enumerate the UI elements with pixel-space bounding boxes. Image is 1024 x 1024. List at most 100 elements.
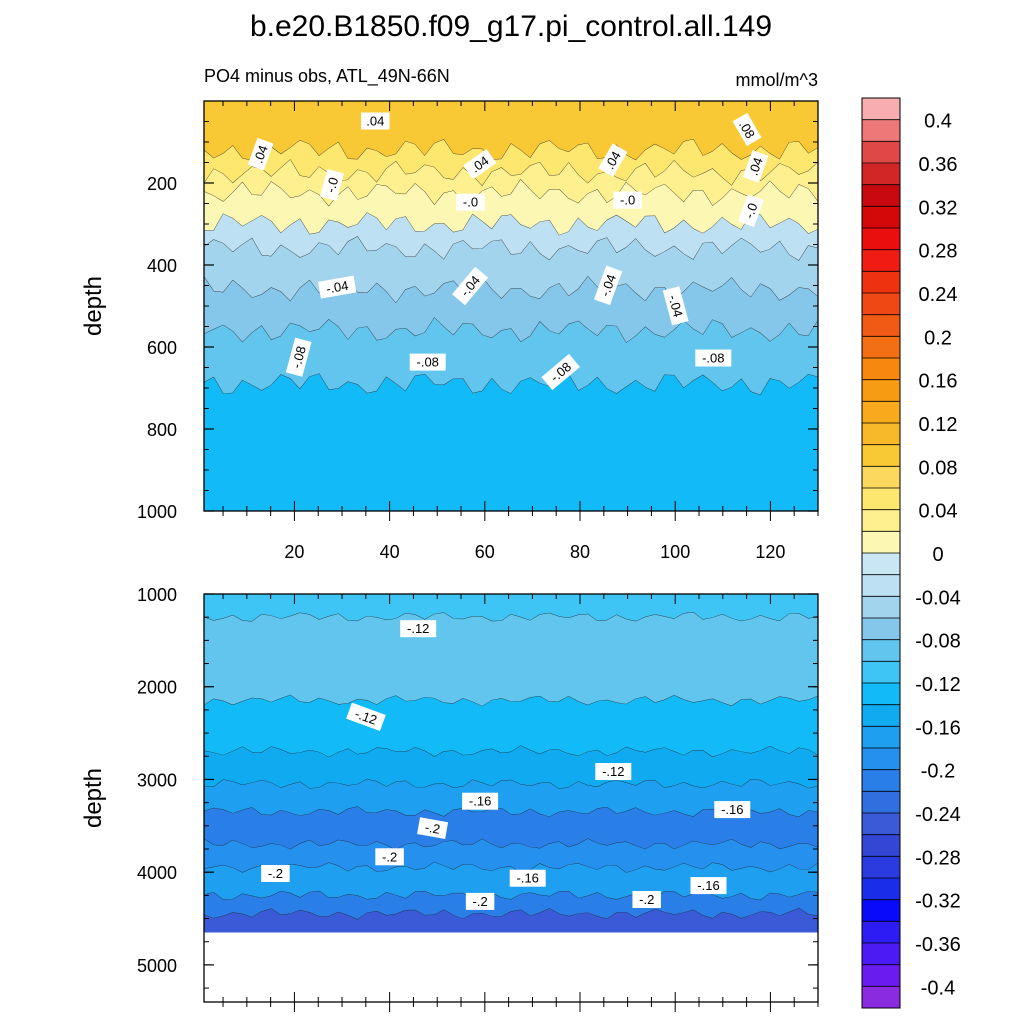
- contour-fill-group: .04 .04 .04 .04 .08 .04 -.0 -.0 -.0 -.0 -.04 -.04 -.…: [204, 101, 818, 511]
- contour-label: -.0: [738, 194, 764, 228]
- y-axis-label: depth: [80, 276, 107, 336]
- contour-band: [204, 179, 818, 236]
- colorbar-swatch: [862, 488, 900, 511]
- colorbar-swatch: [862, 423, 900, 446]
- colorbar-frame: [861, 97, 901, 1009]
- svg-text:-.0: -.0: [323, 176, 341, 195]
- colorbar-swatch: [862, 314, 900, 337]
- contour-label: .04: [742, 150, 769, 183]
- colorbar-swatch: [862, 574, 900, 597]
- y-tick-label: 200: [147, 174, 177, 194]
- contour-band: [204, 695, 818, 758]
- contour-band: [204, 745, 818, 789]
- colorbar-swatch: [862, 856, 900, 879]
- colorbar-swatch: [862, 553, 900, 576]
- colorbar-swatch: [862, 899, 900, 922]
- colorbar-tick-label: 0.04: [919, 501, 958, 523]
- y-tick-label: 5000: [137, 956, 177, 976]
- contour-band: [204, 159, 818, 207]
- svg-text:-.12: -.12: [353, 706, 379, 728]
- panel-bottom-contour: -.12 -.12 -.12 -.16 -.16 -.2 -.2 -.2 -.16 -.16 -.2…: [80, 585, 819, 1012]
- y-tick-label: 2000: [137, 678, 177, 698]
- colorbar-swatch: [862, 336, 900, 359]
- svg-text:-.08: -.08: [702, 351, 724, 366]
- contour-label: -.16: [462, 792, 499, 810]
- contour-band: [204, 908, 818, 933]
- colorbar-swatch: [862, 813, 900, 836]
- svg-text:-.12: -.12: [602, 764, 624, 779]
- svg-text:-.0: -.0: [620, 193, 635, 208]
- colorbar-swatch: [862, 878, 900, 901]
- colorbar-swatch: [862, 943, 900, 966]
- svg-text:-.16: -.16: [469, 794, 491, 809]
- contour-label: -.04: [593, 265, 623, 306]
- colorbar-swatch: [862, 964, 900, 987]
- colorbar-tick-label: 0.36: [919, 154, 958, 176]
- svg-text:-.12: -.12: [407, 621, 429, 636]
- colorbar-tick-label: -0.36: [915, 934, 961, 956]
- svg-text:-.0: -.0: [463, 195, 478, 210]
- contour-label: -.16: [690, 877, 727, 895]
- colorbar-tick-label: -0.08: [915, 631, 961, 653]
- y-tick-label: 3000: [137, 770, 177, 790]
- x-tick-label: 20: [284, 542, 304, 562]
- colorbar-swatch: [862, 618, 900, 641]
- x-tick-label: 80: [570, 542, 590, 562]
- y-tick-label: 1000: [137, 502, 177, 522]
- contour-label: -.16: [714, 801, 751, 819]
- svg-text:.04: .04: [745, 155, 765, 177]
- contour-label: .04: [247, 137, 274, 171]
- y-tick-label: 400: [147, 256, 177, 276]
- contour-label: -.0: [613, 191, 642, 209]
- contour-band: [204, 101, 818, 161]
- colorbar-swatch: [862, 249, 900, 272]
- contour-label: .04: [361, 112, 390, 130]
- colorbar-tick-label: 0.32: [919, 197, 958, 219]
- contour-label: .08: [732, 112, 762, 147]
- colorbar-swatch: [862, 683, 900, 706]
- contour-label: -.16: [509, 869, 546, 887]
- colorbar-swatch: [862, 401, 900, 424]
- svg-text:-.2: -.2: [268, 866, 283, 881]
- svg-text:.04: .04: [250, 143, 270, 165]
- colorbar-swatch: [862, 834, 900, 857]
- panel-top-contour: .04 .04 .04 .04 .08 .04 -.0 -.0 -.0 -.0 -.04 -.04 -.…: [80, 100, 819, 562]
- svg-text:-.16: -.16: [516, 871, 538, 886]
- svg-text:-.16: -.16: [697, 878, 719, 893]
- contour-label: -.0: [456, 193, 485, 211]
- y-tick-label: 1000: [137, 585, 177, 605]
- contour-label: -.12: [400, 620, 437, 638]
- svg-text:-.04: -.04: [666, 293, 686, 319]
- contour-label: -.0: [320, 169, 344, 201]
- y-axis-label: depth: [80, 768, 107, 828]
- svg-text:-.0: -.0: [741, 201, 760, 220]
- colorbar-tick-label: -0.12: [915, 674, 961, 696]
- y-tick-label: 800: [147, 420, 177, 440]
- colorbar-tick-label: 0.16: [919, 371, 958, 393]
- contour-label: .04: [463, 149, 497, 180]
- plot-frame: [203, 593, 819, 1003]
- contour-label: -.04: [318, 275, 357, 299]
- colorbar-tick-label: 0.4: [924, 111, 952, 133]
- colorbar-swatch: [862, 119, 900, 142]
- contour-band: [204, 779, 818, 818]
- colorbar-swatch: [862, 98, 900, 121]
- svg-text:-.04: -.04: [325, 278, 350, 297]
- contour-band: [204, 594, 818, 622]
- y-tick-label: 600: [147, 338, 177, 358]
- colorbar-swatch: [862, 271, 900, 294]
- colorbar-tick-label: 0.08: [919, 457, 958, 479]
- svg-text:-.08: -.08: [416, 355, 438, 370]
- svg-text:-.16: -.16: [721, 802, 743, 817]
- colorbar-swatch: [862, 531, 900, 554]
- contour-label: -.2: [632, 891, 661, 908]
- svg-text:.04: .04: [366, 114, 384, 129]
- colorbar-tick-label: 0.28: [919, 241, 958, 263]
- y-tick-label: 4000: [137, 863, 177, 883]
- colorbar-swatch: [862, 509, 900, 532]
- contour-band: [204, 838, 818, 873]
- colorbar: 0.4 0.36 0.32 0.28 0.24 0.2 0.16 0.12 0.08 0.04 0 -…: [861, 97, 961, 1009]
- colorbar-swatch: [862, 661, 900, 684]
- contour-fill-group: -.12 -.12 -.12 -.16 -.16 -.2 -.2 -.2 -.16 -.16 -.2…: [204, 594, 818, 933]
